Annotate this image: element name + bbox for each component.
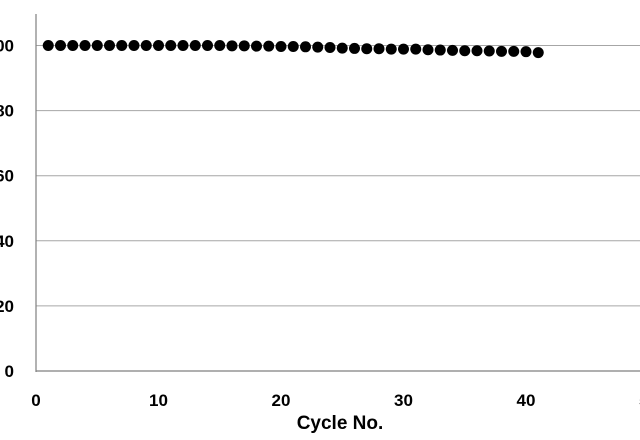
data-point: [483, 45, 495, 57]
data-point: [508, 45, 520, 57]
y-tick-label: 80: [0, 102, 14, 121]
axes: [35, 14, 640, 372]
data-point: [214, 40, 226, 51]
data-point: [42, 40, 54, 51]
data-point: [79, 40, 91, 51]
data-point: [140, 40, 152, 51]
data-point: [410, 43, 422, 55]
data-point: [459, 45, 471, 57]
data-point: [91, 40, 103, 51]
data-point: [67, 40, 79, 51]
data-point: [361, 43, 373, 55]
data-point: [385, 43, 397, 55]
x-tick-label: 20: [272, 391, 291, 410]
x-tick-label: 0: [31, 391, 40, 410]
data-point: [116, 40, 128, 51]
data-point: [153, 40, 164, 51]
y-tick-label: 60: [0, 167, 14, 186]
data-point: [336, 42, 348, 54]
data-point: [496, 45, 507, 57]
x-tick-label: 30: [394, 391, 413, 410]
data-point: [251, 40, 262, 52]
y-tick-label: 100: [0, 37, 14, 56]
data-point: [324, 41, 336, 53]
x-tick-label: 10: [149, 391, 168, 410]
data-point: [312, 41, 324, 53]
data-point: [165, 40, 177, 51]
y-tick-label: 0: [5, 362, 14, 381]
data-point: [189, 40, 201, 51]
x-tick-labels: 01020304050: [31, 391, 640, 410]
data-point: [202, 40, 213, 51]
data-point: [128, 40, 140, 51]
data-point: [275, 40, 287, 52]
data-point: [349, 42, 360, 54]
x-tick-label: 40: [517, 391, 536, 410]
y-tick-labels: 0 20 40 60 80 100: [0, 37, 14, 382]
data-point: [226, 40, 238, 52]
data-points: [42, 40, 544, 59]
data-point: [263, 40, 275, 52]
data-point: [373, 43, 385, 55]
data-point: [287, 40, 299, 52]
gridlines: [36, 45, 640, 307]
data-point: [447, 44, 458, 56]
data-point: [104, 40, 115, 51]
data-point: [238, 40, 250, 52]
data-point: [520, 46, 532, 58]
y-tick-label: 20: [0, 297, 14, 316]
data-point: [532, 47, 544, 59]
y-tick-label: 40: [0, 232, 14, 251]
data-point: [471, 45, 483, 57]
data-point: [422, 44, 434, 56]
data-point: [398, 43, 409, 55]
x-axis-title: Cycle No.: [297, 413, 384, 434]
data-point: [300, 41, 311, 53]
data-point: [177, 40, 189, 51]
data-point: [55, 40, 66, 51]
data-point: [434, 44, 446, 56]
